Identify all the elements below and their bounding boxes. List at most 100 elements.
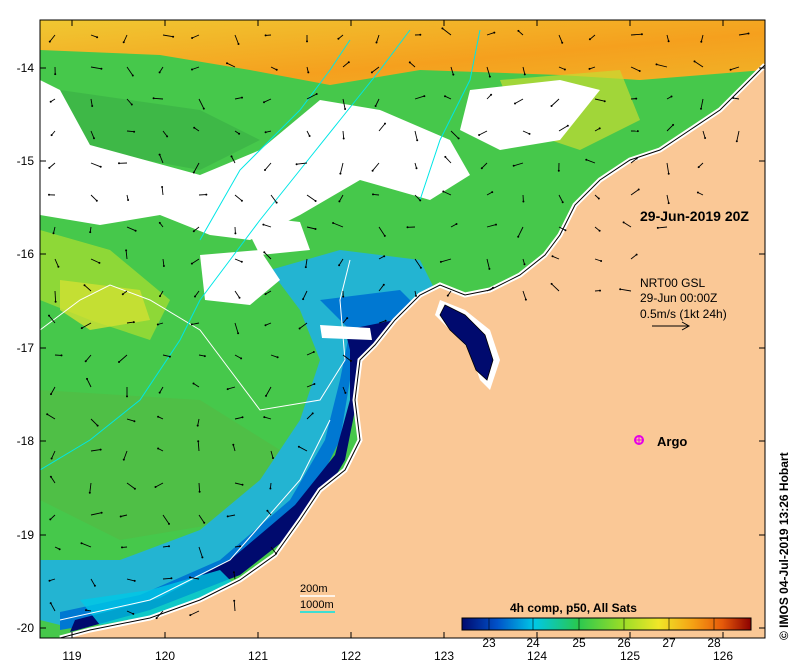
current-arrow-head xyxy=(297,445,300,448)
warm-water-region xyxy=(40,20,765,85)
current-arrow-head xyxy=(202,107,205,110)
current-arrow-head xyxy=(478,134,481,136)
colorbar-tick-label: 23 xyxy=(482,636,496,650)
current-arrow xyxy=(90,418,98,426)
current-arrow xyxy=(234,354,242,359)
current-arrow-head xyxy=(86,377,88,380)
current-arrow-head xyxy=(168,522,170,525)
current-arrow xyxy=(197,441,200,452)
current-time: 29-Jun 00:00Z xyxy=(640,291,717,305)
current-arrow xyxy=(620,288,632,292)
current-arrow-head xyxy=(264,131,267,134)
current-arrow xyxy=(306,413,314,420)
current-arrow xyxy=(264,162,272,171)
current-arrow-head xyxy=(622,221,625,224)
current-arrow xyxy=(736,130,740,142)
current-arrow xyxy=(270,450,274,459)
isobath-1000m-3 xyxy=(419,29,481,201)
current-arrow-head xyxy=(635,97,638,100)
current-arrow xyxy=(332,222,344,228)
current-arrow-head xyxy=(232,443,235,446)
current-arrow-head xyxy=(122,41,125,44)
current-arrow-head xyxy=(190,323,193,326)
current-arrow-head xyxy=(597,197,600,200)
x-tick-label: 124 xyxy=(527,649,547,663)
current-arrow xyxy=(84,284,92,292)
current-arrow xyxy=(586,159,596,164)
current-arrow xyxy=(198,546,203,558)
current-arrow xyxy=(630,66,640,72)
current-arrow xyxy=(338,258,344,266)
current-arrow xyxy=(265,290,272,295)
current-arrow xyxy=(126,482,136,490)
current-arrow xyxy=(50,602,56,612)
argo-marker-icon[interactable] xyxy=(634,435,644,445)
current-arrow-head xyxy=(264,293,267,296)
current-arrow-head xyxy=(732,97,735,99)
current-arrow xyxy=(558,194,564,203)
current-arrow xyxy=(159,154,164,164)
current-arrow-head xyxy=(307,71,310,74)
current-arrow xyxy=(594,98,605,102)
current-arrow-head xyxy=(238,296,241,299)
current-arrow xyxy=(306,93,317,100)
current-arrow-head xyxy=(598,127,601,130)
current-arrow xyxy=(162,130,168,137)
x-tick-label: 119 xyxy=(62,649,81,663)
current-arrow xyxy=(50,386,56,395)
current-arrow-head xyxy=(89,231,92,234)
current-arrow xyxy=(233,572,236,580)
colorbar xyxy=(461,617,752,631)
current-arrow xyxy=(558,66,566,70)
current-arrow xyxy=(265,386,272,397)
current-arrow-head xyxy=(226,62,228,65)
current-arrow-head xyxy=(342,295,345,298)
current-arrow-head xyxy=(132,321,135,324)
isobath-200m xyxy=(40,259,351,411)
current-arrow xyxy=(234,97,243,100)
current-arrow-head xyxy=(125,249,128,252)
current-arrow xyxy=(198,482,201,492)
current-arrow-head xyxy=(490,93,493,96)
argo-label: Argo xyxy=(657,434,687,449)
current-arrow xyxy=(702,130,706,139)
current-arrow-head xyxy=(517,29,520,32)
colorbar-tick-label: 24 xyxy=(526,636,540,650)
current-arrow xyxy=(123,450,128,460)
current-arrow xyxy=(126,98,133,105)
current-arrow xyxy=(339,162,344,174)
current-arrow xyxy=(89,482,92,493)
current-arrow-head xyxy=(383,234,386,237)
current-arrow xyxy=(51,450,56,459)
current-arrow xyxy=(630,189,639,196)
current-arrow-head xyxy=(523,73,526,76)
current-arrow-head xyxy=(423,95,426,98)
current-arrow xyxy=(86,378,92,388)
current-arrow xyxy=(342,317,348,324)
x-axis: 119 120 121 122 123 124 125 126 xyxy=(62,20,733,663)
current-arrow xyxy=(190,610,200,616)
current-arrow xyxy=(342,61,350,68)
current-arrow-head xyxy=(603,100,606,103)
current-arrow xyxy=(227,514,236,517)
current-arrow xyxy=(486,66,491,77)
current-arrow xyxy=(49,34,56,42)
current-arrow-head xyxy=(442,190,445,193)
contour-legend-1000m: 1000m xyxy=(300,599,334,611)
current-arrow xyxy=(233,600,236,612)
current-arrow xyxy=(558,34,563,43)
current-arrow xyxy=(342,130,345,139)
current-arrow xyxy=(270,194,277,203)
current-arrow-head xyxy=(93,584,96,587)
current-arrow xyxy=(478,130,488,136)
current-arrow xyxy=(49,514,56,520)
current-arrow-head xyxy=(302,298,305,301)
current-arrow-head xyxy=(100,511,103,514)
current-arrow-head xyxy=(264,324,267,327)
current-arrow-head xyxy=(192,171,195,174)
current-arrow xyxy=(486,224,497,228)
current-arrow-head xyxy=(118,361,120,363)
current-arrow-head xyxy=(88,491,91,494)
current-arrow-head xyxy=(600,260,603,262)
current-arrow xyxy=(414,130,418,141)
